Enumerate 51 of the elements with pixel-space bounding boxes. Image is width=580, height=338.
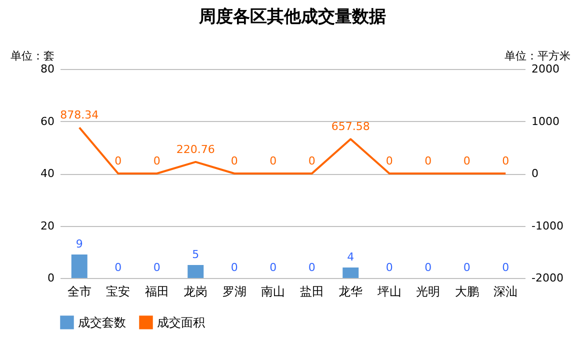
y2-tick-label: 0 — [532, 167, 538, 180]
data-label: 0 — [270, 261, 277, 274]
data-label: 0 — [153, 261, 160, 274]
y2-tick-label: -2000 — [532, 272, 564, 284]
data-label: 0 — [308, 154, 316, 168]
data-label: 0 — [386, 154, 393, 168]
data-label: 0 — [424, 261, 432, 274]
x-tick-label: 南山 — [261, 284, 286, 298]
data-label: 0 — [270, 154, 277, 168]
legend-label: 成交套数 — [78, 315, 126, 330]
data-label: 0 — [114, 154, 122, 168]
data-label: 9 — [76, 237, 83, 250]
data-label: 220.76 — [176, 142, 215, 156]
x-tick-label: 福田 — [144, 284, 169, 298]
data-label: 4 — [347, 250, 354, 264]
x-tick-label: 深汕 — [494, 284, 518, 298]
data-label: 0 — [308, 261, 316, 274]
data-label: 0 — [502, 154, 510, 168]
y2-tick-label: 1000 — [532, 114, 560, 128]
y-tick-label: 20 — [40, 219, 54, 232]
data-label: 0 — [424, 154, 432, 168]
y2-tick-label: -1000 — [532, 219, 564, 232]
data-label: 878.34 — [60, 108, 99, 122]
y-tick-label: 80 — [40, 62, 54, 76]
y-tick-label: 60 — [40, 114, 54, 128]
data-label: 5 — [192, 248, 200, 261]
x-tick-label: 盐田 — [300, 284, 324, 298]
y-axis-title: 单位：套 — [10, 50, 54, 62]
data-label: 0 — [230, 154, 238, 168]
x-tick-label: 大鹏 — [454, 284, 479, 298]
chart-title: 周度各区其他成交量数据 — [198, 7, 386, 27]
data-label: 0 — [463, 154, 470, 168]
data-label: 0 — [386, 261, 393, 274]
data-label: 0 — [153, 154, 160, 168]
x-tick-label: 龙岗 — [184, 284, 208, 298]
y2-tick-label: 2000 — [532, 62, 560, 76]
data-label: 0 — [463, 261, 470, 274]
data-label: 657.58 — [331, 120, 370, 134]
x-tick-label: 全市 — [67, 284, 92, 298]
x-tick-label: 宝安 — [106, 284, 130, 298]
x-tick-label: 罗湖 — [222, 284, 246, 298]
y2-axis-title: 单位：平方米 — [504, 50, 570, 62]
x-tick-label: 光明 — [416, 284, 440, 298]
x-tick-label: 龙华 — [338, 284, 363, 298]
data-label: 0 — [502, 261, 510, 274]
legend-label: 成交面积 — [157, 315, 205, 330]
y-tick-label: 0 — [48, 272, 54, 284]
y-tick-label: 40 — [40, 167, 54, 180]
x-tick-label: 坪山 — [376, 284, 402, 298]
data-label: 0 — [230, 261, 238, 274]
data-label: 0 — [114, 261, 122, 274]
